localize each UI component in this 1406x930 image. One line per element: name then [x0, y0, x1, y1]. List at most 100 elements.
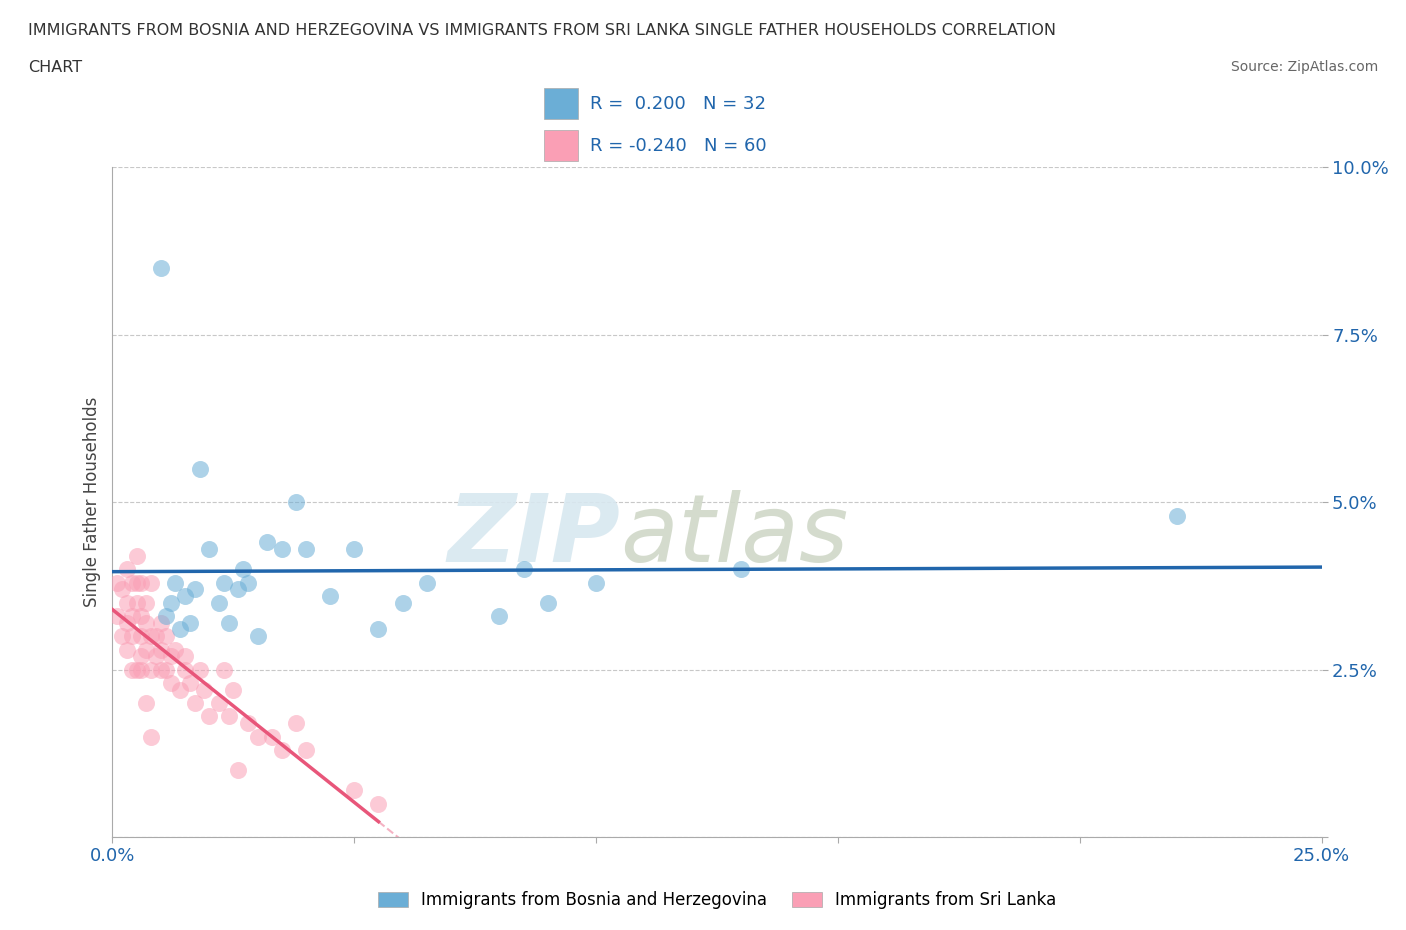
Point	[141, 629, 163, 644]
Point	[169, 622, 191, 637]
Point	[246, 729, 269, 744]
Point	[285, 495, 308, 510]
Text: ZIP: ZIP	[447, 490, 620, 581]
Text: Source: ZipAtlas.com: Source: ZipAtlas.com	[1230, 60, 1378, 74]
Point	[270, 742, 292, 757]
Point	[270, 541, 292, 556]
Text: R =  0.200   N = 32: R = 0.200 N = 32	[591, 95, 766, 113]
Point	[367, 622, 389, 637]
Point	[262, 729, 284, 744]
Point	[188, 461, 211, 476]
Point	[125, 662, 148, 677]
Point	[212, 662, 235, 677]
Point	[111, 629, 134, 644]
Point	[125, 575, 148, 590]
Point	[188, 662, 211, 677]
Point	[121, 575, 143, 590]
Point	[135, 616, 157, 631]
Point	[218, 616, 240, 631]
Point	[145, 649, 167, 664]
Point	[343, 783, 366, 798]
Point	[246, 629, 269, 644]
Point	[193, 683, 215, 698]
Point	[141, 729, 163, 744]
Point	[115, 562, 138, 577]
Point	[174, 589, 197, 604]
Point	[208, 696, 231, 711]
Point	[115, 595, 138, 610]
Text: R = -0.240   N = 60: R = -0.240 N = 60	[591, 137, 766, 155]
Point	[226, 763, 249, 777]
Point	[141, 575, 163, 590]
Point	[115, 616, 138, 631]
Point	[149, 616, 172, 631]
Point	[179, 675, 201, 690]
Point	[159, 675, 181, 690]
Point	[155, 629, 177, 644]
Point	[169, 683, 191, 698]
Point	[131, 608, 153, 623]
Point	[183, 696, 205, 711]
Point	[149, 642, 172, 657]
Point	[159, 649, 181, 664]
FancyBboxPatch shape	[544, 88, 578, 119]
Point	[135, 642, 157, 657]
Text: atlas: atlas	[620, 490, 849, 581]
Point	[149, 662, 172, 677]
Point	[141, 662, 163, 677]
Point	[256, 535, 278, 550]
Point	[295, 742, 318, 757]
Point	[125, 595, 148, 610]
Point	[131, 662, 153, 677]
Point	[121, 629, 143, 644]
Point	[149, 260, 172, 275]
Point	[730, 562, 752, 577]
Point	[174, 662, 197, 677]
Point	[165, 575, 187, 590]
Point	[222, 683, 245, 698]
Point	[295, 541, 318, 556]
Point	[105, 608, 128, 623]
Point	[367, 796, 389, 811]
Point	[121, 662, 143, 677]
Point	[212, 575, 235, 590]
Point	[236, 716, 259, 731]
Point	[236, 575, 259, 590]
Point	[174, 649, 197, 664]
Point	[165, 642, 187, 657]
Text: IMMIGRANTS FROM BOSNIA AND HERZEGOVINA VS IMMIGRANTS FROM SRI LANKA SINGLE FATHE: IMMIGRANTS FROM BOSNIA AND HERZEGOVINA V…	[28, 23, 1056, 38]
FancyBboxPatch shape	[544, 130, 578, 161]
Point	[416, 575, 439, 590]
Point	[135, 696, 157, 711]
Point	[159, 595, 181, 610]
Y-axis label: Single Father Households: Single Father Households	[83, 397, 101, 607]
Point	[226, 582, 249, 597]
Point	[285, 716, 308, 731]
Point	[145, 629, 167, 644]
Point	[121, 608, 143, 623]
Point	[155, 608, 177, 623]
Point	[115, 642, 138, 657]
Point	[179, 616, 201, 631]
Point	[488, 608, 510, 623]
Point	[343, 541, 366, 556]
Point	[131, 629, 153, 644]
Point	[105, 575, 128, 590]
Legend: Immigrants from Bosnia and Herzegovina, Immigrants from Sri Lanka: Immigrants from Bosnia and Herzegovina, …	[371, 884, 1063, 916]
Point	[512, 562, 534, 577]
Point	[135, 595, 157, 610]
Point	[111, 582, 134, 597]
Point	[131, 649, 153, 664]
Point	[198, 541, 221, 556]
Point	[391, 595, 413, 610]
Point	[232, 562, 254, 577]
Text: CHART: CHART	[28, 60, 82, 75]
Point	[183, 582, 205, 597]
Point	[155, 662, 177, 677]
Point	[319, 589, 342, 604]
Point	[208, 595, 231, 610]
Point	[125, 549, 148, 564]
Point	[218, 709, 240, 724]
Point	[537, 595, 560, 610]
Point	[198, 709, 221, 724]
